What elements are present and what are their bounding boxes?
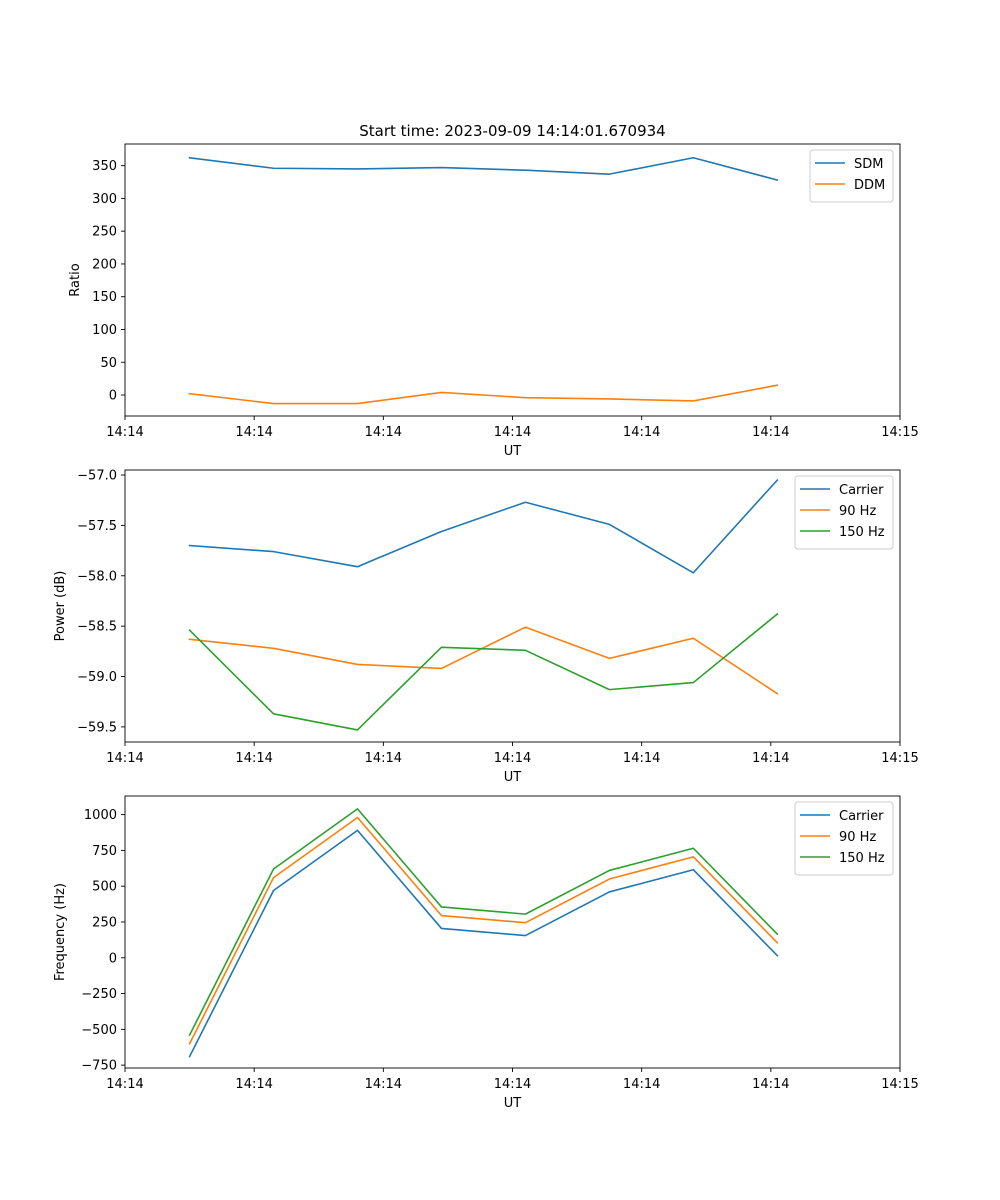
y-tick-label: 500 (92, 880, 117, 895)
y-tick-label: −250 (81, 987, 117, 1002)
y-tick-label: −58.0 (77, 569, 117, 584)
series-line-150-hz (188, 612, 779, 731)
y-tick-label: −59.5 (77, 720, 117, 735)
y-tick-label: −500 (81, 1023, 117, 1038)
legend-label: SDM (854, 157, 883, 172)
x-tick-label: 14:14 (365, 751, 402, 766)
x-tick-label: 14:14 (752, 751, 789, 766)
y-tick-label: 350 (92, 159, 117, 174)
y-tick-label: −57.0 (77, 469, 117, 484)
series-line-150-hz (188, 808, 779, 1037)
y-tick-label: 100 (92, 323, 117, 338)
series-line-carrier (188, 478, 779, 574)
x-tick-label: 14:14 (365, 425, 402, 440)
x-tick-label: 14:15 (881, 751, 918, 766)
legend: SDM DDM (809, 149, 894, 203)
y-tick-label: 1000 (84, 808, 117, 823)
x-tick-label: 14:14 (494, 425, 531, 440)
legend-label: 90 Hz (839, 830, 876, 845)
y-tick-label: −750 (81, 1059, 117, 1074)
x-tick-label: 14:14 (752, 425, 789, 440)
y-axis-label: Power (dB) (53, 571, 68, 642)
series-line-carrier (188, 829, 779, 1058)
x-axis-label: UT (504, 1096, 522, 1111)
x-tick-label: 14:14 (623, 425, 660, 440)
x-tick-label: 14:15 (881, 1077, 918, 1092)
y-tick-label: 150 (92, 290, 117, 305)
panel-2: 14:14 14:14 14:14 14:14 14:14 14:14 14:15 −59.5… (53, 469, 919, 785)
figure-title: Start time: 2023-09-09 14:14:01.670934 (359, 122, 665, 140)
legend-label: 90 Hz (839, 504, 876, 519)
y-tick-label: −57.5 (77, 519, 117, 534)
x-tick-label: 14:14 (752, 1077, 789, 1092)
x-tick-label: 14:14 (623, 1077, 660, 1092)
legend-label: Carrier (839, 809, 884, 824)
legend: Carrier 90 Hz 150 Hz (794, 475, 894, 550)
legend-label: 150 Hz (839, 851, 885, 866)
panel-1: 14:14 14:14 14:14 14:14 14:14 14:14 14:15 0 50 10… (68, 143, 919, 459)
legend-label: 150 Hz (839, 525, 885, 540)
legend-label: Carrier (839, 483, 884, 498)
y-tick-label: 250 (92, 915, 117, 930)
series-group (188, 808, 779, 1058)
x-tick-label: 14:14 (494, 751, 531, 766)
series-group (188, 478, 779, 731)
x-tick-label: 14:14 (235, 751, 272, 766)
y-tick-label: 750 (92, 844, 117, 859)
y-tick-label: 0 (109, 951, 117, 966)
y-tick-label: 300 (92, 192, 117, 207)
x-tick-label: 14:14 (365, 1077, 402, 1092)
x-axis-label: UT (504, 444, 522, 459)
y-tick-label: 250 (92, 225, 117, 240)
panel-3: 14:14 14:14 14:14 14:14 14:14 14:14 14:15 −750 −… (53, 795, 919, 1111)
series-line-sdm (188, 156, 779, 182)
x-tick-label: 14:14 (235, 425, 272, 440)
series-line-90-hz (188, 626, 779, 695)
x-tick-label: 14:15 (881, 425, 918, 440)
legend: Carrier 90 Hz 150 Hz (794, 801, 894, 876)
panels: 14:14 14:14 14:14 14:14 14:14 14:14 14:15 0 50 10… (53, 143, 919, 1111)
y-tick-label: −59.0 (77, 670, 117, 685)
y-tick-label: 200 (92, 257, 117, 272)
series-group (188, 156, 779, 405)
x-tick-label: 14:14 (494, 1077, 531, 1092)
series-line-ddm (188, 384, 779, 405)
series-line-90-hz (188, 816, 779, 1045)
x-tick-label: 14:14 (106, 751, 143, 766)
x-axis-label: UT (504, 770, 522, 785)
x-tick-label: 14:14 (106, 1077, 143, 1092)
y-tick-label: 50 (100, 356, 117, 371)
y-tick-label: −58.5 (77, 620, 117, 635)
y-tick-label: 0 (109, 389, 117, 404)
y-axis-label: Ratio (68, 263, 83, 296)
y-axis-label: Frequency (Hz) (53, 883, 68, 981)
x-tick-label: 14:14 (623, 751, 660, 766)
x-tick-label: 14:14 (106, 425, 143, 440)
legend-label: DDM (854, 178, 885, 193)
x-tick-label: 14:14 (235, 1077, 272, 1092)
